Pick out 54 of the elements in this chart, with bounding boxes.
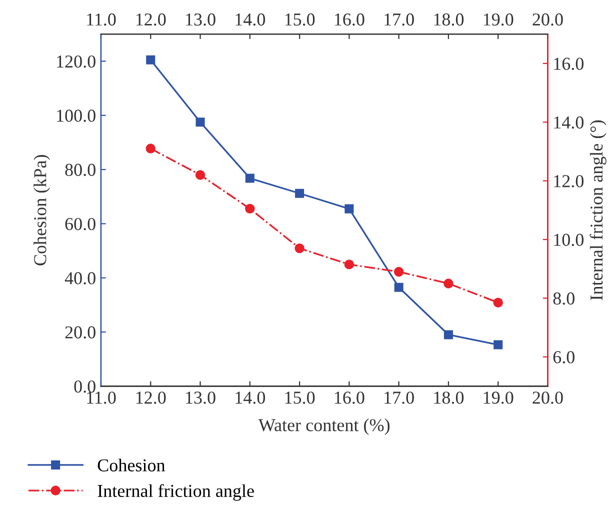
y2-tick-label: 8.0 (553, 292, 574, 305)
y2-axis-title: Internal friction angle (°) (590, 120, 606, 300)
point (196, 118, 205, 127)
x-tick-label: 19.0 (484, 392, 514, 404)
x-tick-label: 15.0 (285, 392, 315, 404)
x2-tick-label: 19.0 (484, 13, 514, 26)
point (146, 144, 156, 154)
y-tick-label: 0.0 (74, 380, 96, 393)
point (494, 340, 503, 350)
y-tick-label: 60.0 (65, 218, 96, 230)
x-tick-label: 17.0 (384, 392, 414, 404)
x-tick-label: 14.0 (236, 392, 266, 404)
y2-tick-label: 6.0 (553, 351, 574, 364)
y2-tick-label: 10.0 (554, 234, 584, 246)
legend-label: Cohesion (98, 458, 166, 472)
point (394, 266, 404, 277)
y-tick-label: 20.0 (65, 326, 96, 339)
x2-tick-label: 18.0 (434, 13, 464, 26)
point (344, 260, 354, 270)
x2-tick-label: 11.0 (87, 13, 116, 26)
legend-label: Internal friction angle (98, 484, 254, 501)
point (195, 170, 206, 180)
point (444, 330, 453, 340)
y2-tick-label: 14.0 (554, 116, 584, 129)
x2-tick-label: 15.0 (285, 13, 315, 26)
x-tick-label: 11.0 (87, 392, 116, 404)
point (394, 282, 404, 292)
x2-tick-label: 20.0 (532, 13, 563, 26)
point (146, 55, 156, 64)
point (245, 204, 255, 214)
x-tick-label: 20.0 (532, 392, 563, 404)
y-tick-label: 120.0 (57, 55, 96, 68)
y-tick-label: 40.0 (64, 272, 96, 284)
point (493, 298, 503, 308)
x-tick-label: 16.0 (334, 392, 364, 404)
y2-tick-label: 12.0 (554, 175, 584, 188)
x2-tick-label: 17.0 (384, 13, 414, 26)
y-tick-label: 80.0 (65, 164, 96, 176)
y-axis-title: Cohesion (kPa) (34, 155, 50, 266)
point (294, 243, 304, 254)
x2-tick-label: 12.0 (136, 13, 166, 26)
y2-tick-label: 16.0 (554, 58, 584, 70)
point (344, 204, 354, 214)
point (245, 174, 254, 183)
x2-tick-label: 14.0 (236, 13, 266, 26)
x-tick-label: 13.0 (186, 392, 216, 404)
point (295, 188, 304, 198)
x2-tick-label: 16.0 (334, 13, 364, 26)
y-tick-label: 100.0 (57, 110, 96, 122)
x-tick-label: 12.0 (136, 392, 166, 404)
x-axis-title: Water content (%) (258, 418, 390, 435)
point (444, 278, 454, 288)
x2-tick-label: 13.0 (186, 13, 216, 26)
x-tick-label: 18.0 (434, 392, 464, 404)
